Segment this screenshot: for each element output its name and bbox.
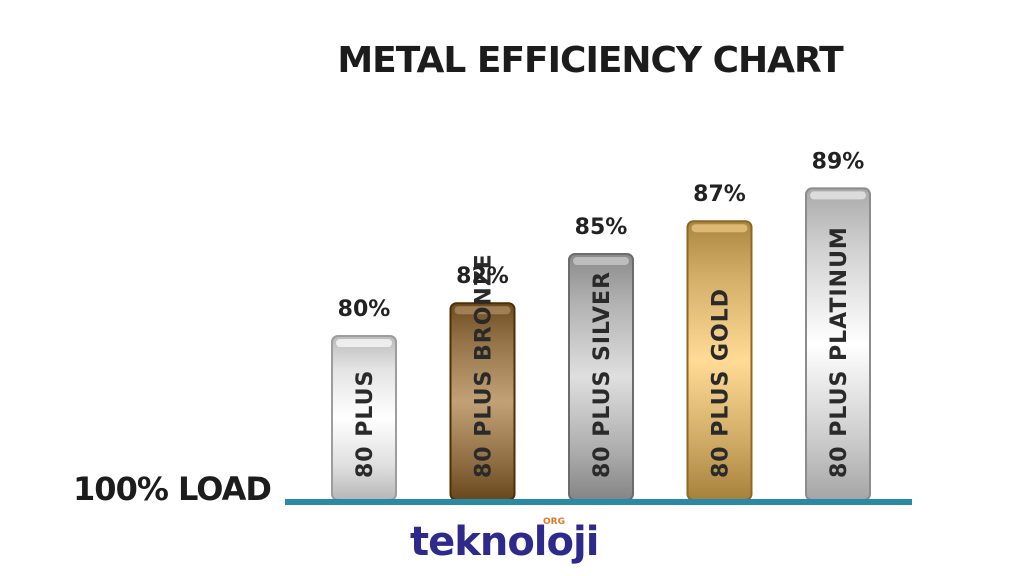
bar-category-label: 80 PLUS SILVER <box>590 271 615 478</box>
bar-category-label: 80 PLUS GOLD <box>709 288 734 478</box>
teknoloji-logo: teknoloji ORG <box>410 517 599 565</box>
chart-title: METAL EFFICIENCY CHART <box>337 40 844 81</box>
logo-wordmark: teknoloji <box>410 519 598 565</box>
bar-category-label: 80 PLUS BRONZE <box>472 253 497 478</box>
bar-cap-highlight <box>454 306 511 315</box>
bar-value-label: 85% <box>575 215 628 240</box>
bar-category-label: 80 PLUS PLATINUM <box>827 226 852 478</box>
bar-cap-highlight <box>336 339 392 347</box>
logo-superscript: ORG <box>543 517 565 527</box>
bar-value-label: 89% <box>812 149 865 174</box>
bar-category-label: 80 PLUS <box>353 370 378 478</box>
bar-cap-highlight <box>573 257 629 265</box>
bar-value-label: 82% <box>456 264 509 289</box>
bar-cap-highlight <box>810 191 866 200</box>
bar-value-label: 80% <box>338 297 391 322</box>
bar-cap-highlight <box>691 224 748 233</box>
bar-value-label: 87% <box>693 182 746 207</box>
y-axis-label: 100% LOAD <box>73 470 271 508</box>
